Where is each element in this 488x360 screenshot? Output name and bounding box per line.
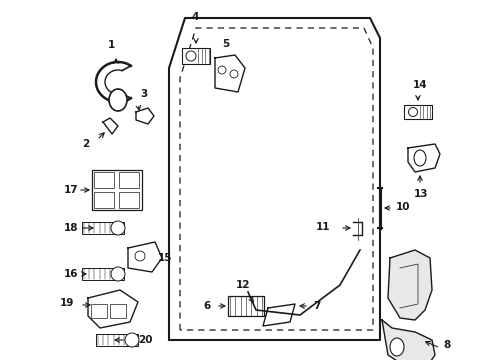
Circle shape (125, 333, 139, 347)
Polygon shape (136, 108, 154, 124)
Bar (119, 192, 139, 208)
Bar (110, 304, 126, 318)
Bar (82, 268, 124, 280)
Text: 17: 17 (64, 185, 79, 195)
Text: 11: 11 (315, 222, 330, 232)
Text: 4: 4 (191, 12, 198, 22)
Bar (94, 172, 114, 188)
Ellipse shape (413, 150, 425, 166)
Bar (96, 334, 138, 346)
Circle shape (111, 267, 125, 281)
Text: 5: 5 (222, 39, 229, 49)
Circle shape (407, 108, 417, 117)
Text: 2: 2 (82, 139, 89, 149)
Polygon shape (263, 304, 294, 326)
Bar (94, 192, 114, 208)
Text: 6: 6 (203, 301, 210, 311)
Text: 3: 3 (140, 89, 147, 99)
Text: 13: 13 (413, 189, 427, 199)
Polygon shape (407, 144, 439, 172)
Text: 18: 18 (64, 223, 79, 233)
Ellipse shape (389, 338, 403, 356)
Circle shape (229, 70, 238, 78)
Text: 16: 16 (64, 269, 79, 279)
Text: 15: 15 (158, 253, 172, 263)
Polygon shape (387, 250, 431, 320)
Polygon shape (128, 242, 162, 272)
Text: 8: 8 (442, 340, 449, 350)
Circle shape (218, 66, 225, 74)
Bar (227, 296, 264, 316)
Text: 19: 19 (60, 298, 74, 308)
Bar (182, 48, 209, 64)
Text: 7: 7 (312, 301, 320, 311)
Text: 10: 10 (395, 202, 409, 212)
Polygon shape (381, 320, 434, 360)
Polygon shape (215, 55, 244, 92)
Text: 12: 12 (236, 280, 250, 290)
Bar (92, 170, 142, 210)
Ellipse shape (109, 89, 127, 111)
Circle shape (185, 51, 196, 61)
Polygon shape (103, 118, 118, 134)
Circle shape (111, 221, 125, 235)
Text: 20: 20 (138, 335, 152, 345)
Text: 1: 1 (108, 40, 115, 50)
Bar (91, 304, 107, 318)
Circle shape (135, 251, 145, 261)
Bar (82, 222, 124, 234)
Bar (119, 172, 139, 188)
Bar (403, 105, 431, 119)
Text: 14: 14 (412, 80, 427, 90)
Polygon shape (88, 290, 138, 328)
